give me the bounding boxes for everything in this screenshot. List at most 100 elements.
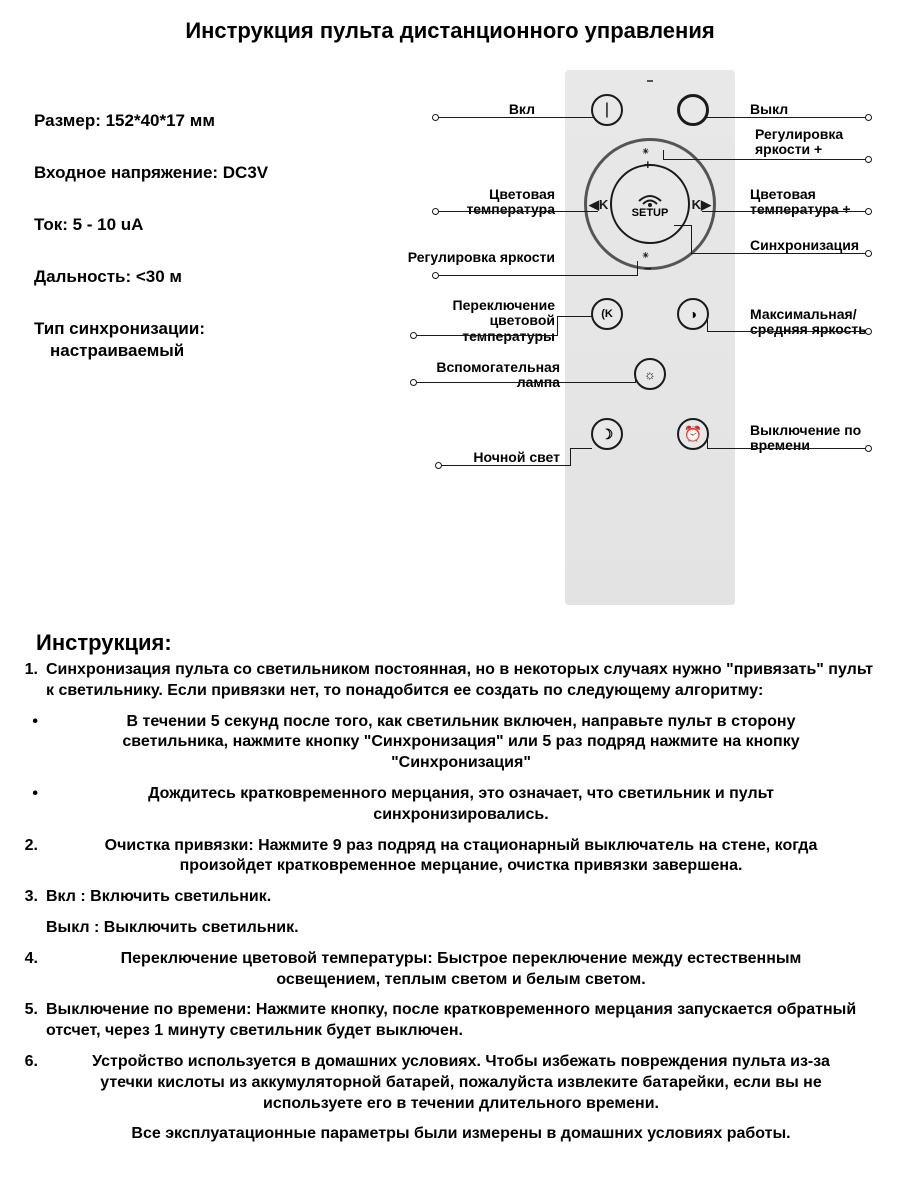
callout-line: [702, 211, 866, 212]
callout-line: [691, 225, 692, 254]
wifi-icon: [635, 189, 665, 207]
callout-line: [707, 448, 866, 449]
instruction-text: Переключение цветовой температуры: Быстр…: [46, 949, 876, 991]
power-off-button: [677, 94, 709, 126]
callout-line: [707, 117, 866, 118]
minus-icon: ☀−: [642, 246, 652, 276]
callout-line: [663, 159, 866, 160]
instruction-number: 5.: [16, 1000, 46, 1042]
night-light-button: ☽: [591, 418, 623, 450]
instruction-row: Все эксплуатационные параметры были изме…: [16, 1124, 876, 1145]
instruction-number: 3.: [16, 887, 46, 908]
instructions-heading: Инструкция:: [36, 630, 172, 656]
half-moon-k-icon: (K: [601, 308, 613, 320]
callout-line: [635, 374, 636, 383]
callout-dot: [865, 250, 872, 257]
callout-dot: [865, 156, 872, 163]
plus-icon: ☀+: [642, 142, 652, 172]
page-title: Инструкция пульта дистанционного управле…: [0, 18, 900, 44]
callout-line: [438, 117, 593, 118]
callout-dot: [865, 114, 872, 121]
callout-line: [637, 261, 638, 276]
instruction-number: •: [16, 784, 46, 826]
instruction-row: 3.Вкл : Включить светильник.: [16, 887, 876, 908]
callout-dot: [865, 445, 872, 452]
instruction-text: Синхронизация пульта со светильником пос…: [46, 660, 876, 702]
callout-dot: [865, 208, 872, 215]
instruction-text: Устройство используется в домашних услов…: [46, 1052, 876, 1114]
moon-icon: ☽: [601, 426, 614, 443]
spec-voltage: Входное напряжение: DC3V: [34, 162, 334, 184]
instruction-row: Выкл : Выключить светильник.: [16, 918, 876, 939]
instruction-row: •Дождитесь кратковременного мерцания, эт…: [16, 784, 876, 826]
instruction-text: Дождитесь кратковременного мерцания, это…: [46, 784, 876, 826]
instruction-number: [16, 1124, 46, 1145]
callout-line: [557, 316, 558, 336]
callout-line: [570, 448, 592, 449]
instructions-list: 1.Синхронизация пульта со светильником п…: [16, 660, 876, 1155]
timer-button: ⏰: [677, 418, 709, 450]
instruction-text: Все эксплуатационные параметры были изме…: [46, 1124, 876, 1145]
instruction-row: 2.Очистка привязки: Нажмите 9 раз подряд…: [16, 836, 876, 878]
callout-on: Вкл: [400, 102, 535, 117]
specs-block: Размер: 152*40*17 мм Входное напряжение:…: [34, 110, 334, 393]
instruction-number: 4.: [16, 949, 46, 991]
instruction-number: 2.: [16, 836, 46, 878]
callout-line: [416, 382, 636, 383]
callout-dot: [865, 328, 872, 335]
callout-line: [674, 225, 692, 226]
callout-night: Ночной свет: [400, 450, 560, 465]
callout-line: [691, 253, 866, 254]
clock-icon: ⏰: [684, 425, 703, 443]
instruction-text: В течении 5 секунд после того, как свети…: [46, 712, 876, 774]
spec-current: Ток: 5 - 10 uA: [34, 214, 334, 236]
spec-sync-value: настраиваемый: [34, 341, 184, 360]
callout-timer: Выключение по времени: [750, 423, 880, 454]
instruction-number: •: [16, 712, 46, 774]
callout-line: [557, 316, 593, 317]
instruction-text: Очистка привязки: Нажмите 9 раз подряд н…: [46, 836, 876, 878]
instruction-row: 4.Переключение цветовой температуры: Быс…: [16, 949, 876, 991]
led-indicator: [647, 80, 653, 82]
remote-diagram: | SETUP ☀+ ☀− ◀K K▶ (K ◑: [400, 60, 880, 620]
instruction-row: 5.Выключение по времени: Нажмите кнопку,…: [16, 1000, 876, 1042]
brightness-toggle-button: ◑: [677, 298, 709, 330]
power-icon: |: [605, 101, 609, 119]
callout-brightness-up: Регулировка яркости +: [755, 127, 880, 158]
callout-line: [707, 331, 866, 332]
lamp-icon: ☼: [644, 367, 656, 382]
aux-lamp-button: ☼: [634, 358, 666, 390]
callout-line: [707, 436, 708, 449]
power-on-button: |: [591, 94, 623, 126]
spec-size: Размер: 152*40*17 мм: [34, 110, 334, 132]
instruction-row: •В течении 5 секунд после того, как свет…: [16, 712, 876, 774]
callout-brightness-toggle: Максимальная/ средняя яркость: [750, 307, 880, 338]
callout-off: Выкл: [750, 102, 870, 117]
instruction-text: Вкл : Включить светильник.: [46, 887, 876, 908]
spec-sync-label: Тип синхронизации:: [34, 319, 205, 338]
callout-line: [438, 275, 638, 276]
callout-sync: Синхронизация: [750, 238, 880, 253]
callout-line: [438, 211, 598, 212]
callout-line: [663, 150, 664, 160]
color-temp-switch-button: (K: [591, 298, 623, 330]
setup-label: SETUP: [632, 207, 669, 219]
callout-line: [441, 465, 571, 466]
spec-sync: Тип синхронизации: настраиваемый: [34, 318, 334, 362]
callout-line: [570, 448, 571, 466]
callout-color-temp: Цветовая температура: [400, 187, 555, 218]
remote-body: | SETUP ☀+ ☀− ◀K K▶ (K ◑: [565, 70, 735, 605]
callout-line: [707, 316, 708, 332]
instruction-row: 1.Синхронизация пульта со светильником п…: [16, 660, 876, 702]
instruction-number: 6.: [16, 1052, 46, 1114]
callout-line: [416, 335, 558, 336]
instruction-text: Выкл : Выключить светильник.: [46, 918, 876, 939]
spec-range: Дальность: <30 м: [34, 266, 334, 288]
instruction-number: 1.: [16, 660, 46, 702]
instruction-number: [16, 918, 46, 939]
instruction-row: 6.Устройство используется в домашних усл…: [16, 1052, 876, 1114]
instruction-text: Выключение по времени: Нажмите кнопку, п…: [46, 1000, 876, 1042]
callout-brightness: Регулировка яркости: [400, 250, 555, 265]
half-circle-icon: ◑: [689, 306, 697, 322]
setup-button: SETUP: [610, 164, 690, 244]
